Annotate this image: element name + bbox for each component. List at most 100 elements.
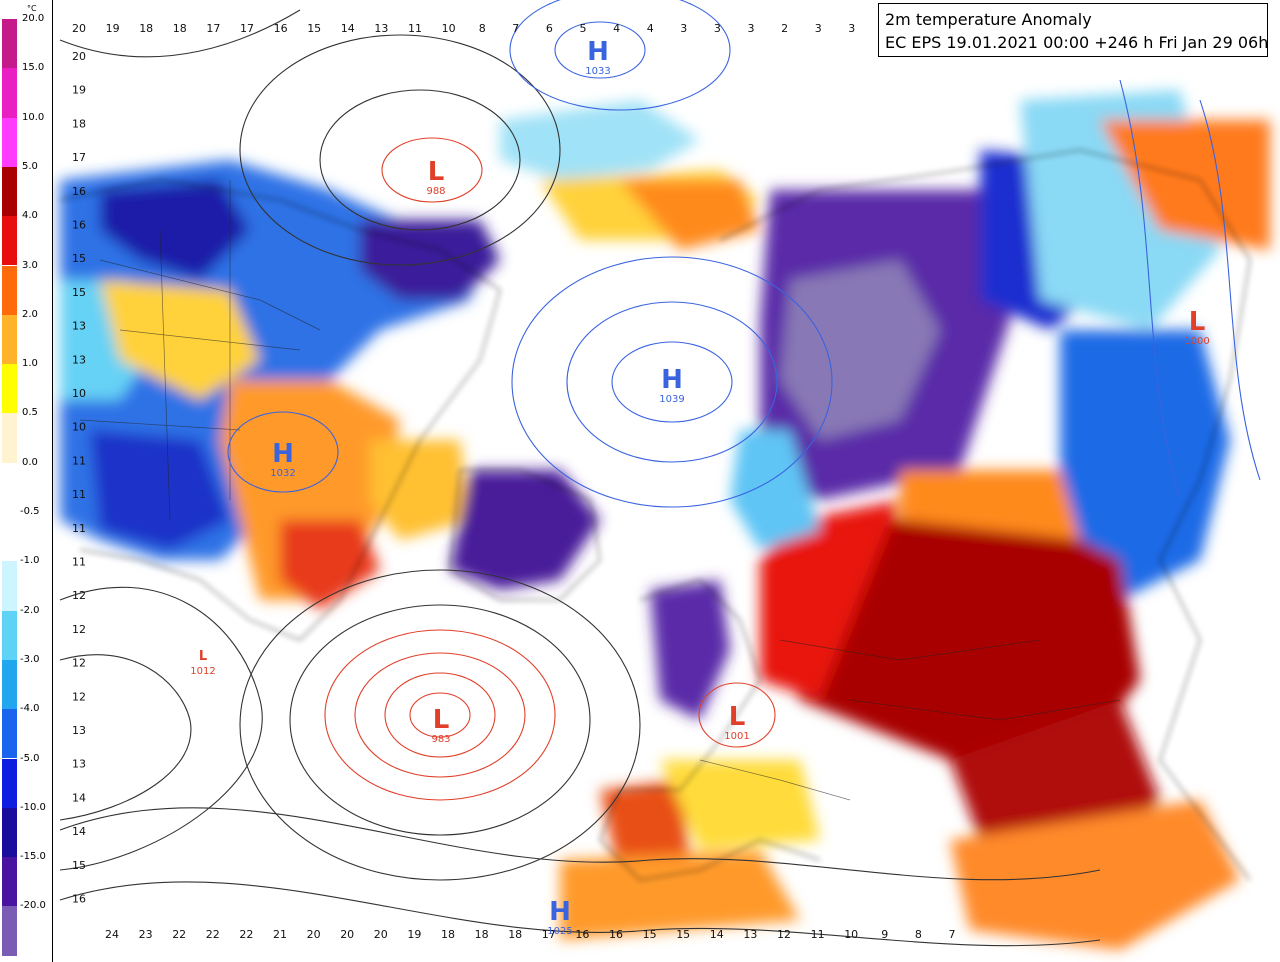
grid-value: 3 (815, 22, 822, 35)
legend-swatch (2, 68, 17, 118)
isobar-pac-low-3 (239, 34, 561, 266)
canada-warm-core (280, 520, 380, 610)
russia-warm-outer (760, 500, 900, 700)
na-deep-cold (100, 180, 250, 280)
legend-label: -5.0 (20, 752, 40, 764)
legend-label: -20.0 (20, 900, 46, 912)
grid-value: 14 (710, 928, 724, 941)
low-pressure-marker: L (729, 702, 746, 732)
grid-value: 20 (307, 928, 321, 941)
grid-numbers: 2019181817171615141311108765443332334320… (72, 22, 956, 941)
legend-swatch (2, 364, 17, 414)
legend-label: 2.0 (22, 308, 38, 320)
pressure-value: 1039 (659, 394, 684, 405)
legend-swatch (2, 462, 17, 512)
east-asia-cold (1060, 330, 1230, 600)
isobar-eu-low (698, 682, 776, 748)
grid-value: 17 (240, 22, 254, 35)
na-deep-cold-2 (90, 430, 230, 550)
coastlines (59, 149, 1251, 881)
grid-value: 16 (72, 219, 86, 232)
grid-value: 16 (274, 22, 288, 35)
legend-swatch (2, 561, 17, 611)
legend-label: -0.5 (20, 506, 40, 517)
legend-label: 0.0 (22, 456, 38, 468)
grid-value: 14 (341, 22, 355, 35)
pressure-value: 988 (426, 186, 445, 197)
legend-label: 1.0 (22, 358, 38, 370)
grid-value: 15 (307, 22, 321, 35)
border-3 (79, 419, 241, 431)
grid-value: 17 (72, 151, 86, 164)
grid-value: 11 (408, 22, 422, 35)
legend-swatch (2, 117, 17, 167)
grid-value: 18 (508, 928, 522, 941)
legend-label: 5.0 (22, 160, 38, 172)
grid-value: 12 (72, 657, 86, 670)
north-africa-orange (560, 850, 800, 940)
grid-value: 2 (781, 22, 788, 35)
legend-label: 4.0 (22, 210, 38, 222)
pressure-value: 1000 (1184, 336, 1209, 347)
grid-value: 13 (743, 928, 757, 941)
isobar-east-1 (1199, 99, 1261, 481)
grid-value: 20 (72, 22, 86, 35)
grid-value: 18 (441, 928, 455, 941)
greenland-cold (450, 470, 600, 590)
grid-value: 3 (748, 22, 755, 35)
legend-label: 20.0 (22, 13, 45, 24)
title-box: 2m temperature Anomaly EC EPS 19.01.2021… (878, 3, 1268, 57)
grid-value: 15 (676, 928, 690, 941)
scandinavia-cold (650, 580, 730, 720)
isobar-atl-low-6 (239, 569, 641, 881)
legend-swatch (2, 758, 17, 808)
grid-value: 22 (206, 928, 220, 941)
grid-value: 16 (72, 185, 86, 198)
grid-value: 11 (72, 488, 86, 501)
grid-value: 13 (72, 724, 86, 737)
grid-value: 11 (72, 454, 86, 467)
isobar-atl-low-3 (354, 652, 526, 778)
legend-label: -15.0 (20, 851, 46, 863)
grid-value: 12 (777, 928, 791, 941)
border-7 (849, 699, 1121, 721)
isobar-east-2 (1119, 79, 1181, 501)
isobar-nw-1 (59, 9, 301, 58)
isobar-atl-low-2 (384, 672, 496, 758)
grid-value: 19 (407, 928, 421, 941)
pressure-value: 1001 (724, 731, 749, 742)
legend-swatch (2, 413, 17, 463)
color-legend: °C 20.0 15.0 10.0 5.0 4.0 3.0 2.0 1.0 0.5 0.0 -0.5… (0, 0, 53, 962)
grid-value: 6 (546, 22, 553, 35)
legend-swatch (2, 19, 17, 69)
us-yellow (100, 280, 260, 400)
grid-value: 15 (72, 859, 86, 872)
grid-value: 7 (949, 928, 956, 941)
pressure-value: 1033 (585, 66, 610, 77)
grid-value: 12 (72, 690, 86, 703)
title-line-1: 2m temperature Anomaly (885, 10, 1092, 29)
high-pressure-marker: H (587, 37, 609, 67)
baffin-warm (370, 440, 470, 540)
legend-label: 3.0 (22, 259, 38, 271)
isobar-na-high (227, 411, 339, 493)
isobar-atl-low-4 (324, 629, 556, 801)
grid-value: 10 (72, 421, 86, 434)
isobar-pac-low-2 (319, 89, 521, 231)
isobar-south-1 (59, 807, 1101, 881)
grid-value: 15 (72, 252, 86, 265)
low-pressure-marker: L (428, 157, 445, 187)
grid-value: 14 (72, 791, 86, 804)
na-coast (59, 179, 501, 641)
legend-swatch (2, 216, 17, 266)
grid-value: 9 (881, 928, 888, 941)
legend-unit: °C (27, 4, 37, 13)
legend-label: -10.0 (20, 801, 46, 813)
high-pressure-marker: H (272, 439, 294, 469)
grid-value: 24 (105, 928, 119, 941)
grid-value: 15 (643, 928, 657, 941)
grid-value: 12 (72, 589, 86, 602)
grid-value: 8 (479, 22, 486, 35)
legend-label: -2.0 (20, 604, 40, 616)
border-4 (159, 229, 171, 521)
